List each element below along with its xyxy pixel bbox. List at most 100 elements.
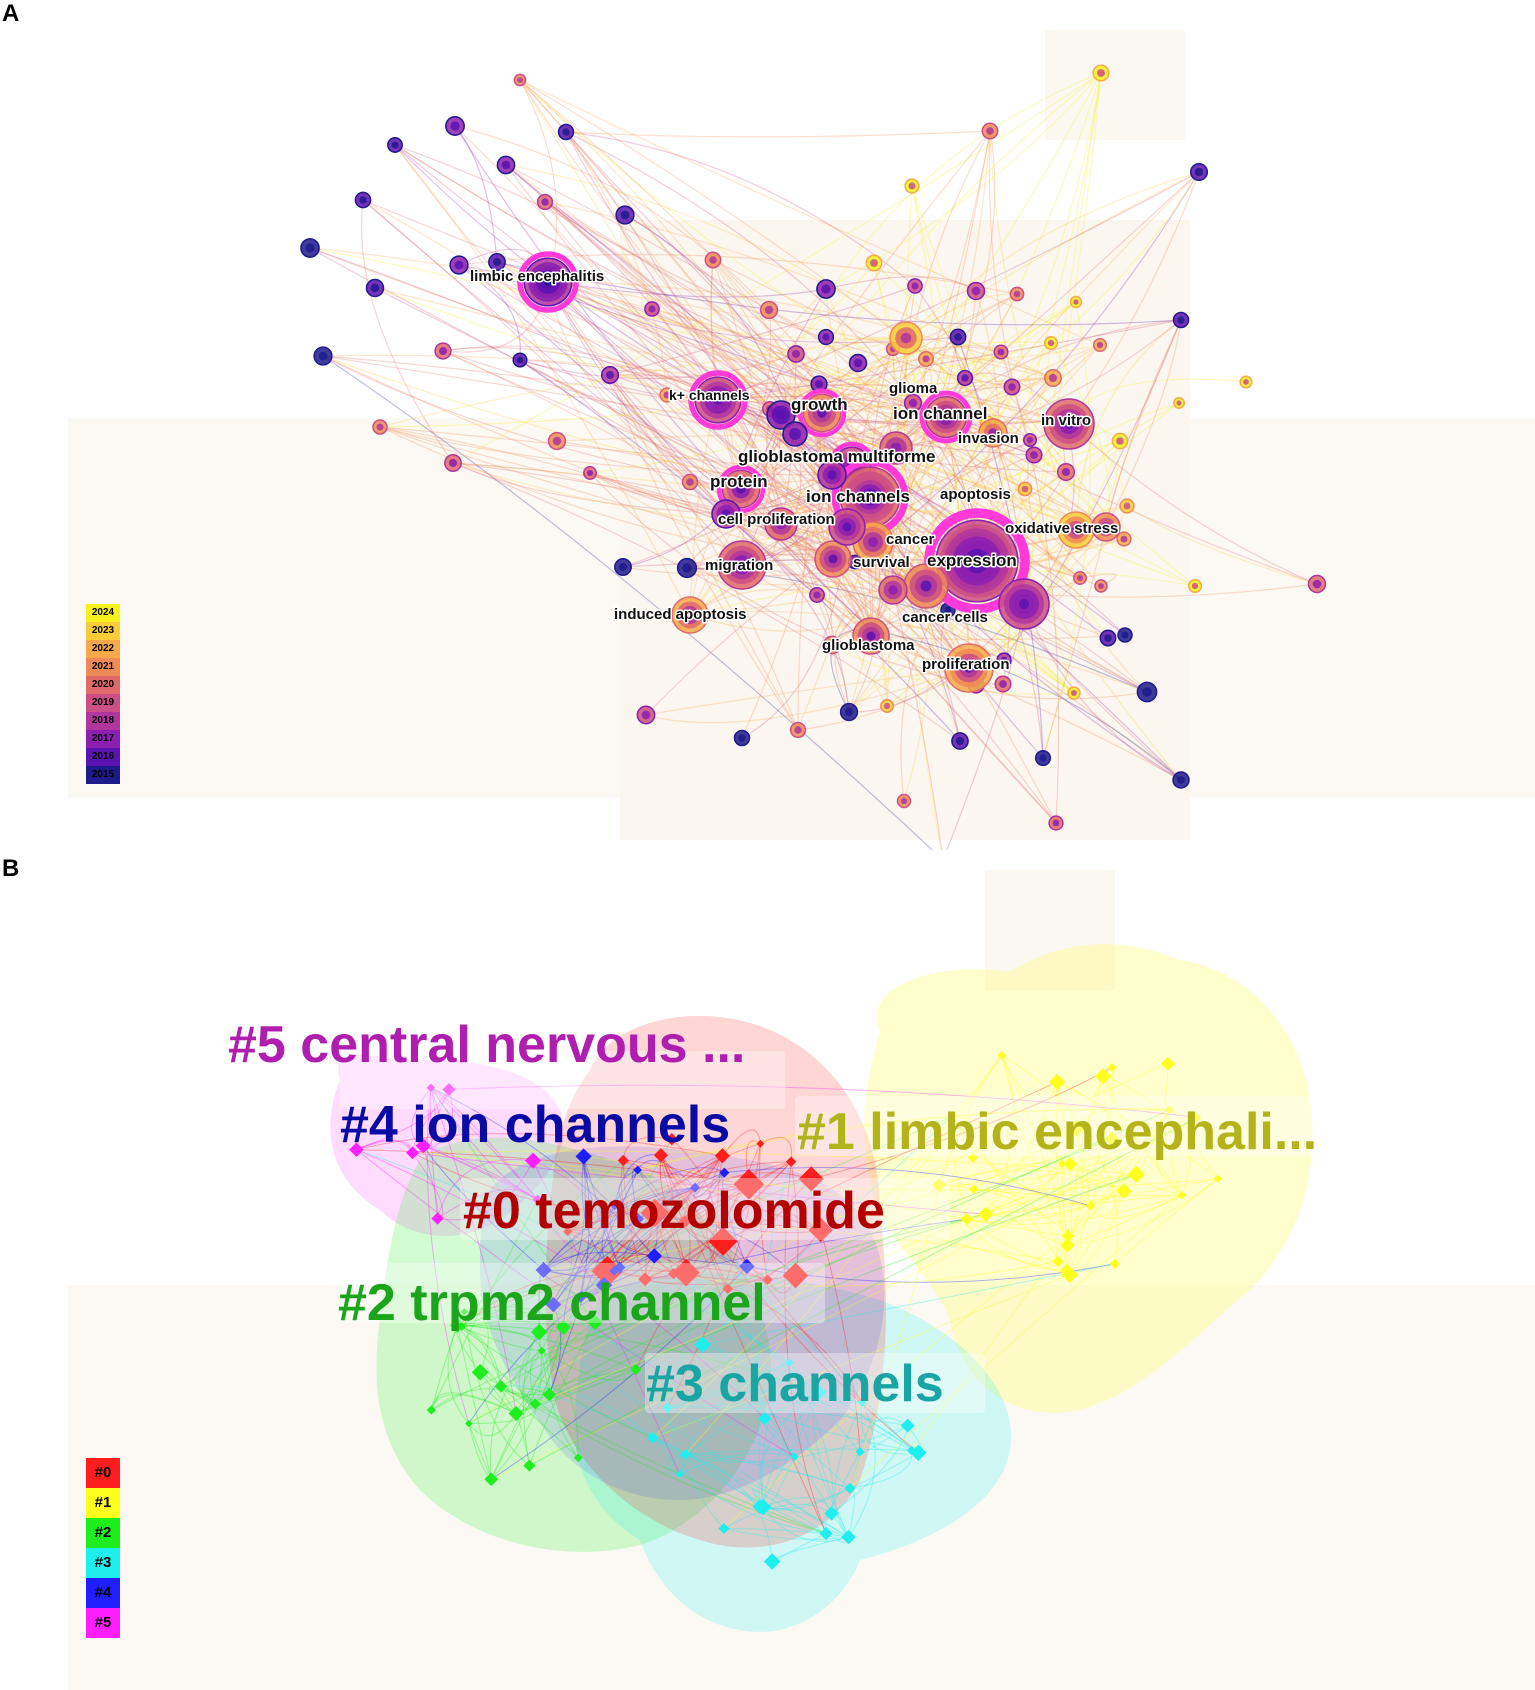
network-edge	[725, 416, 947, 516]
cluster-edge	[620, 1160, 674, 1275]
cluster-edge	[812, 1391, 850, 1538]
network-edge	[895, 130, 991, 449]
cluster-edge	[543, 1187, 696, 1271]
cluster-edge	[784, 1161, 827, 1534]
cluster-edge	[860, 1402, 919, 1455]
cluster-edge	[1171, 1117, 1198, 1196]
network-edge	[717, 262, 875, 401]
cluster-edge	[1070, 1117, 1198, 1165]
cluster-legend-item: #0	[86, 1458, 120, 1488]
cluster-edge	[667, 1453, 686, 1475]
network-edge	[831, 336, 959, 646]
cluster-edge	[679, 1155, 723, 1222]
network-edge	[848, 603, 1025, 713]
cluster-edge	[457, 1320, 596, 1326]
network-edge	[519, 79, 1031, 441]
cluster-map-panel: #5 central nervous ... #4 ion channels #…	[68, 870, 1535, 1690]
network-edge	[589, 301, 1077, 474]
cluster-node	[756, 1139, 765, 1148]
network-edge	[821, 346, 1002, 414]
network-edge	[565, 131, 668, 396]
network-edge	[309, 247, 989, 425]
keyword-node	[852, 617, 890, 655]
network-edge	[712, 259, 834, 560]
cluster-region-0	[545, 1015, 886, 1548]
cluster-node	[785, 1156, 797, 1167]
cluster-node	[1060, 1238, 1075, 1253]
cluster-edge	[702, 1344, 919, 1454]
keyword-node	[1043, 335, 1059, 351]
network-edge	[686, 474, 833, 570]
cluster-edge	[356, 1139, 413, 1153]
cluster-node	[668, 1268, 680, 1280]
network-edge	[519, 79, 1101, 346]
network-edge	[710, 259, 742, 490]
cluster-edge	[727, 1229, 822, 1290]
label-glioblastoma-multiforme: glioblastoma multiforme	[738, 447, 935, 466]
cluster-edge	[966, 1194, 1183, 1225]
cluster-edge	[614, 1167, 725, 1206]
network-edge	[1068, 423, 1318, 585]
cluster-edge	[500, 1288, 728, 1387]
network-edge	[780, 130, 991, 416]
network-edge	[454, 125, 834, 560]
cluster-edge	[1056, 1081, 1073, 1271]
network-edge	[544, 201, 833, 476]
network-edge	[565, 130, 991, 138]
cluster-edge	[412, 1152, 1070, 1276]
keyword-node	[1048, 815, 1064, 831]
cluster-edge	[567, 1161, 792, 1233]
network-edge	[609, 374, 897, 449]
keyword-node	[557, 123, 575, 141]
cluster-edge	[523, 1387, 550, 1405]
cluster-edge	[535, 1218, 967, 1405]
keyword-node	[924, 508, 1030, 614]
network-edge	[565, 131, 978, 562]
network-edge	[1023, 72, 1102, 605]
cluster-edge	[431, 1388, 536, 1411]
cluster-edge	[532, 1160, 1218, 1191]
cluster-node	[824, 1506, 839, 1521]
network-edge	[905, 293, 1018, 339]
network-edge	[911, 185, 1026, 490]
cluster-edge	[515, 1173, 1137, 1414]
cluster-edge	[541, 1350, 579, 1458]
keyword-node	[488, 253, 506, 271]
network-edge	[870, 629, 1182, 781]
keyword-node	[1172, 771, 1190, 789]
cluster-edge	[1102, 1076, 1183, 1196]
cluster-edge	[666, 1453, 686, 1475]
cluster-node	[542, 1387, 557, 1402]
cluster-edge	[637, 1218, 1059, 1262]
cluster-edge	[966, 1218, 1068, 1272]
cluster-edge	[1056, 1081, 1092, 1206]
keyword-node	[1307, 574, 1327, 594]
cluster-edge	[723, 1172, 766, 1419]
cluster-edge	[607, 1161, 792, 1272]
network-edge	[544, 201, 796, 435]
keyword-node	[354, 191, 372, 209]
cluster-edge	[490, 1117, 1198, 1480]
network-edge	[905, 171, 1200, 339]
cluster-node	[631, 1212, 644, 1226]
network-edge	[589, 472, 977, 686]
cluster-node	[733, 1168, 765, 1200]
cluster-edge	[644, 1161, 792, 1280]
cluster-edge	[567, 1231, 768, 1281]
cluster-edge	[1075, 1128, 1118, 1264]
cluster-edge	[652, 1437, 761, 1508]
cluster-edge	[727, 1178, 812, 1290]
keyword-node	[614, 558, 632, 576]
cluster-edge	[667, 1389, 819, 1409]
network-edge	[992, 342, 1052, 434]
cluster-edge	[515, 1322, 596, 1414]
keyword-node	[704, 251, 722, 269]
cluster-edge	[637, 1169, 748, 1267]
cluster-edge	[543, 1218, 639, 1272]
network-edge	[797, 541, 874, 731]
cluster-edge	[938, 1117, 1198, 1186]
network-edge	[322, 355, 934, 850]
network-edge	[1075, 319, 1182, 531]
cluster-edge	[532, 1160, 681, 1475]
cluster-edge	[543, 1251, 655, 1271]
